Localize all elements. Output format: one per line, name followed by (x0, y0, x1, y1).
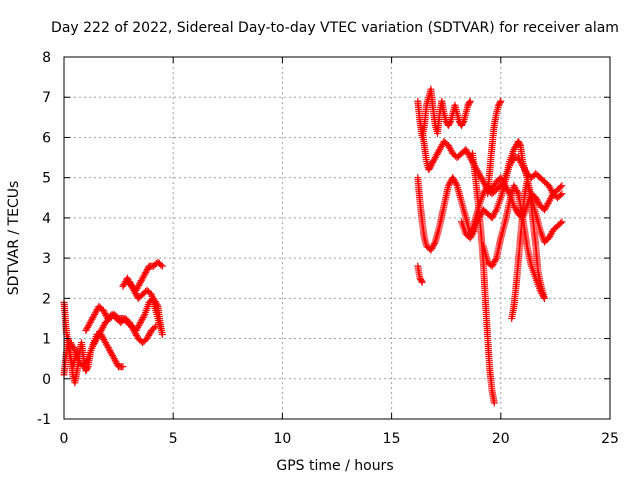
x-tick-label: 5 (169, 431, 178, 447)
y-tick-label: 6 (42, 130, 51, 146)
data-point (150, 324, 158, 332)
y-tick-label: 1 (42, 332, 51, 348)
data-point (490, 399, 498, 407)
data-point (513, 188, 521, 196)
x-tick-label: 20 (492, 431, 510, 447)
axis-ticks (63, 56, 611, 420)
data-point (452, 180, 460, 188)
data-point (83, 356, 91, 364)
x-tick-label: 15 (383, 431, 401, 447)
data-point (465, 99, 473, 107)
data-point (558, 218, 566, 226)
data-point (556, 191, 564, 199)
data-point (426, 163, 434, 171)
y-tick-label: 0 (42, 372, 51, 388)
data-point (558, 182, 566, 190)
data-point (417, 277, 425, 285)
data-point (558, 190, 566, 198)
x-tick-labels: 0 5 10 15 20 25 (60, 431, 619, 447)
data-point (158, 331, 166, 339)
data-point (119, 363, 127, 371)
data-points (60, 85, 566, 407)
y-tick-labels: -1 0 1 2 3 4 5 6 7 8 (37, 50, 51, 428)
data-point (459, 119, 467, 127)
x-tick-label: 0 (60, 431, 69, 447)
y-axis-label: SDTVAR / TECUs (6, 181, 22, 296)
y-tick-label: 5 (42, 171, 51, 187)
x-tick-label: 25 (601, 431, 619, 447)
data-point (492, 207, 500, 215)
y-tick-label: 7 (42, 90, 51, 106)
data-point (158, 262, 166, 270)
data-point (516, 140, 524, 148)
data-point (418, 278, 426, 286)
y-tick-label: 4 (42, 211, 51, 227)
y-tick-label: -1 (37, 412, 51, 428)
data-point (496, 99, 504, 107)
data-point (430, 240, 438, 248)
chart-title: Day 222 of 2022, Sidereal Day-to-day VTE… (51, 20, 619, 36)
data-point (70, 345, 78, 353)
data-point (156, 322, 164, 330)
data-point (446, 119, 454, 127)
data-point (497, 97, 505, 105)
y-tick-label: 2 (42, 291, 51, 307)
data-point (556, 219, 564, 227)
y-tick-label: 8 (42, 50, 51, 66)
data-point (157, 261, 165, 269)
plot-frame (63, 56, 611, 420)
data-point (470, 228, 478, 236)
y-tick-label: 3 (42, 251, 51, 267)
data-point (140, 312, 148, 320)
data-point (492, 256, 500, 264)
data-point (540, 294, 548, 302)
data-point (466, 97, 474, 105)
x-tick-label: 10 (273, 431, 291, 447)
data-point (556, 183, 564, 191)
x-axis-label: GPS time / hours (276, 458, 393, 474)
